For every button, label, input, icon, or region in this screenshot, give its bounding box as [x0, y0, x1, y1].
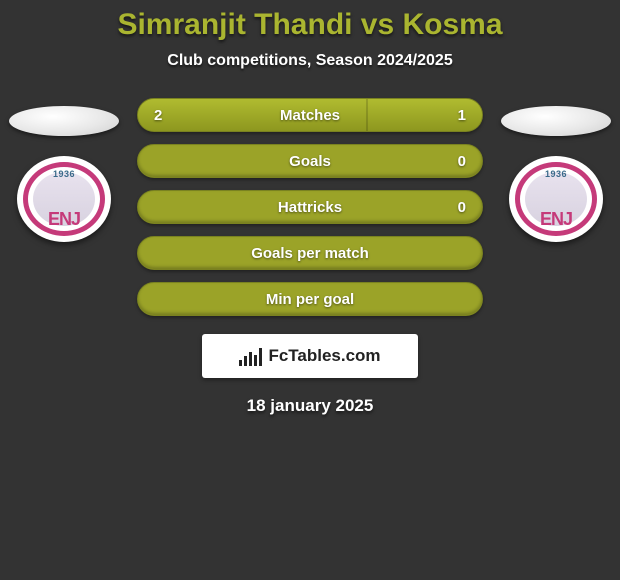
- stats-column: 21Matches0Goals0HattricksGoals per match…: [137, 98, 483, 316]
- date-label: 18 january 2025: [0, 396, 620, 416]
- badge-year: 1936: [509, 169, 603, 179]
- stat-value-right: 0: [458, 191, 466, 223]
- site-logo: FcTables.com: [202, 334, 418, 378]
- badge-letters: ENJ: [17, 209, 111, 230]
- stat-label: Goals per match: [138, 237, 482, 269]
- stat-label: Min per goal: [138, 283, 482, 315]
- stat-row: Goals per match: [137, 236, 483, 270]
- stat-label: Hattricks: [138, 191, 482, 223]
- player-silhouette-right: [501, 106, 611, 136]
- comparison-infographic: Simranjit Thandi vs Kosma Club competiti…: [0, 0, 620, 416]
- site-name: FcTables.com: [268, 346, 380, 366]
- badge-letters: ENJ: [509, 209, 603, 230]
- bar-chart-icon: [239, 346, 262, 366]
- right-avatars: 1936 ENJ: [501, 98, 611, 242]
- stat-fill-left: [138, 99, 367, 131]
- player-silhouette-left: [9, 106, 119, 136]
- stat-row: 0Hattricks: [137, 190, 483, 224]
- left-avatars: 1936 ENJ: [9, 98, 119, 242]
- content-row: 1936 ENJ 21Matches0Goals0HattricksGoals …: [0, 98, 620, 316]
- badge-year: 1936: [17, 169, 111, 179]
- stat-row: Min per goal: [137, 282, 483, 316]
- stat-row: 21Matches: [137, 98, 483, 132]
- stat-row: 0Goals: [137, 144, 483, 178]
- stat-value-right: 0: [458, 145, 466, 177]
- page-subtitle: Club competitions, Season 2024/2025: [0, 52, 620, 70]
- stat-label: Goals: [138, 145, 482, 177]
- stat-fill-right: [367, 99, 482, 131]
- club-badge-left: 1936 ENJ: [17, 156, 111, 242]
- page-title: Simranjit Thandi vs Kosma: [0, 8, 620, 42]
- club-badge-right: 1936 ENJ: [509, 156, 603, 242]
